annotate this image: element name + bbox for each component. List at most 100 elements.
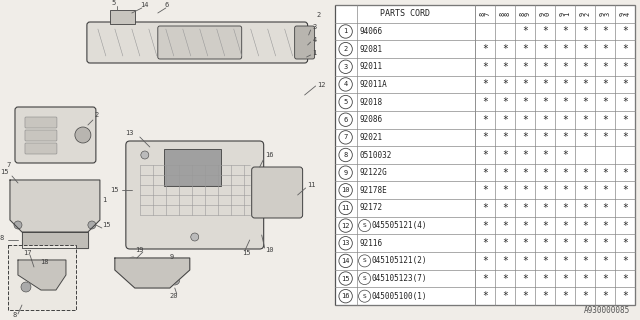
Text: 9
3: 9 3 (599, 12, 611, 16)
Text: 92081: 92081 (360, 44, 383, 54)
Text: *: * (622, 203, 628, 213)
Text: 92116: 92116 (360, 239, 383, 248)
Text: *: * (542, 115, 548, 125)
Text: 1: 1 (344, 28, 348, 35)
Text: *: * (482, 97, 488, 107)
FancyBboxPatch shape (164, 149, 221, 186)
Text: 3: 3 (312, 24, 317, 30)
Text: *: * (522, 291, 528, 301)
Text: 045105121(2): 045105121(2) (372, 256, 427, 265)
Text: A930000085: A930000085 (584, 306, 630, 315)
Text: *: * (502, 150, 508, 160)
Text: 94066: 94066 (360, 27, 383, 36)
Text: *: * (522, 97, 528, 107)
Text: *: * (522, 44, 528, 54)
Text: *: * (582, 291, 588, 301)
Text: 1: 1 (102, 197, 106, 203)
Text: 045005100(1): 045005100(1) (372, 292, 427, 301)
Text: *: * (482, 274, 488, 284)
Text: *: * (582, 256, 588, 266)
Text: *: * (602, 203, 608, 213)
Text: *: * (542, 62, 548, 72)
Text: 2: 2 (344, 46, 348, 52)
Text: *: * (602, 238, 608, 248)
Text: *: * (562, 150, 568, 160)
Circle shape (88, 221, 96, 229)
Text: *: * (542, 79, 548, 89)
Text: 92122G: 92122G (360, 168, 387, 177)
Text: 8: 8 (0, 235, 4, 241)
Text: *: * (562, 132, 568, 142)
Text: *: * (622, 79, 628, 89)
Text: *: * (522, 150, 528, 160)
Text: *: * (482, 238, 488, 248)
Text: *: * (482, 220, 488, 231)
Text: *: * (562, 168, 568, 178)
Text: *: * (562, 185, 568, 195)
Text: *: * (542, 27, 548, 36)
FancyBboxPatch shape (25, 143, 57, 154)
Text: *: * (602, 27, 608, 36)
Text: *: * (502, 203, 508, 213)
Text: 9
4: 9 4 (620, 12, 631, 16)
Text: *: * (582, 238, 588, 248)
Text: 9: 9 (344, 170, 348, 176)
Text: *: * (602, 79, 608, 89)
Text: 7: 7 (6, 162, 10, 168)
Circle shape (141, 151, 149, 159)
Text: 12: 12 (317, 82, 326, 88)
Text: 045505121(4): 045505121(4) (372, 221, 427, 230)
Text: S: S (363, 294, 367, 299)
Text: 8: 8 (13, 312, 17, 318)
Text: *: * (522, 79, 528, 89)
Text: *: * (502, 291, 508, 301)
Text: 2: 2 (95, 112, 99, 118)
Text: 5: 5 (344, 99, 348, 105)
Text: *: * (522, 27, 528, 36)
Text: *: * (622, 97, 628, 107)
Circle shape (75, 127, 91, 143)
Text: *: * (482, 44, 488, 54)
Text: *: * (582, 220, 588, 231)
Text: *: * (622, 115, 628, 125)
Text: 1: 1 (312, 50, 317, 56)
Text: 92018: 92018 (360, 98, 383, 107)
Text: 15: 15 (341, 276, 350, 282)
Text: 9
2: 9 2 (579, 12, 591, 16)
Text: 16: 16 (265, 152, 273, 158)
Circle shape (30, 269, 42, 281)
Text: *: * (622, 220, 628, 231)
Text: 10: 10 (341, 187, 350, 193)
Text: *: * (542, 256, 548, 266)
Circle shape (128, 257, 138, 267)
Text: *: * (502, 132, 508, 142)
Text: *: * (482, 115, 488, 125)
Text: *: * (482, 79, 488, 89)
Text: *: * (482, 150, 488, 160)
Text: *: * (602, 274, 608, 284)
Text: *: * (542, 220, 548, 231)
FancyBboxPatch shape (252, 167, 303, 218)
Text: PARTS CORD: PARTS CORD (380, 9, 429, 18)
Text: *: * (542, 150, 548, 160)
Polygon shape (22, 232, 88, 248)
Text: *: * (602, 132, 608, 142)
Text: *: * (562, 62, 568, 72)
Text: *: * (622, 44, 628, 54)
Text: *: * (622, 27, 628, 36)
Text: *: * (502, 97, 508, 107)
Text: 8
9: 8 9 (519, 12, 531, 16)
Text: 045105123(7): 045105123(7) (372, 274, 427, 283)
Text: *: * (502, 44, 508, 54)
Text: *: * (582, 79, 588, 89)
Text: *: * (562, 115, 568, 125)
Text: 92172: 92172 (360, 204, 383, 212)
Text: *: * (522, 220, 528, 231)
Text: *: * (522, 256, 528, 266)
Text: *: * (502, 256, 508, 266)
Text: *: * (482, 256, 488, 266)
Text: *: * (602, 62, 608, 72)
Text: *: * (522, 274, 528, 284)
Text: *: * (502, 220, 508, 231)
Text: *: * (562, 291, 568, 301)
